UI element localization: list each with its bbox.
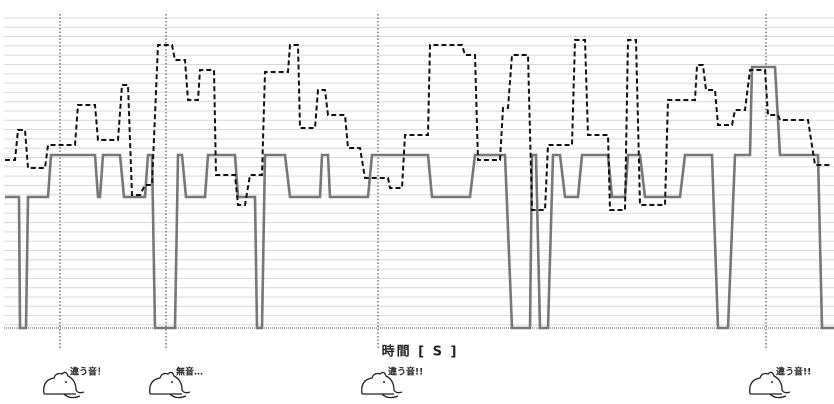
mouse-eye [65, 381, 67, 383]
annotation: 無音… [176, 366, 203, 378]
mouse-eye [771, 381, 773, 383]
annotation: 違う音！ [70, 366, 106, 378]
x-axis-label: 時間 [ S ] [382, 344, 459, 360]
annotation: 違う音!! [388, 366, 423, 378]
annotation: 違う音!! [776, 366, 811, 378]
mouse-eye [383, 381, 385, 383]
chart: 時間 [ S ] 違う音！ 無音… 違う音!! 違う音!! [0, 0, 834, 404]
mouse-eye [171, 381, 173, 383]
series-line [5, 40, 830, 210]
